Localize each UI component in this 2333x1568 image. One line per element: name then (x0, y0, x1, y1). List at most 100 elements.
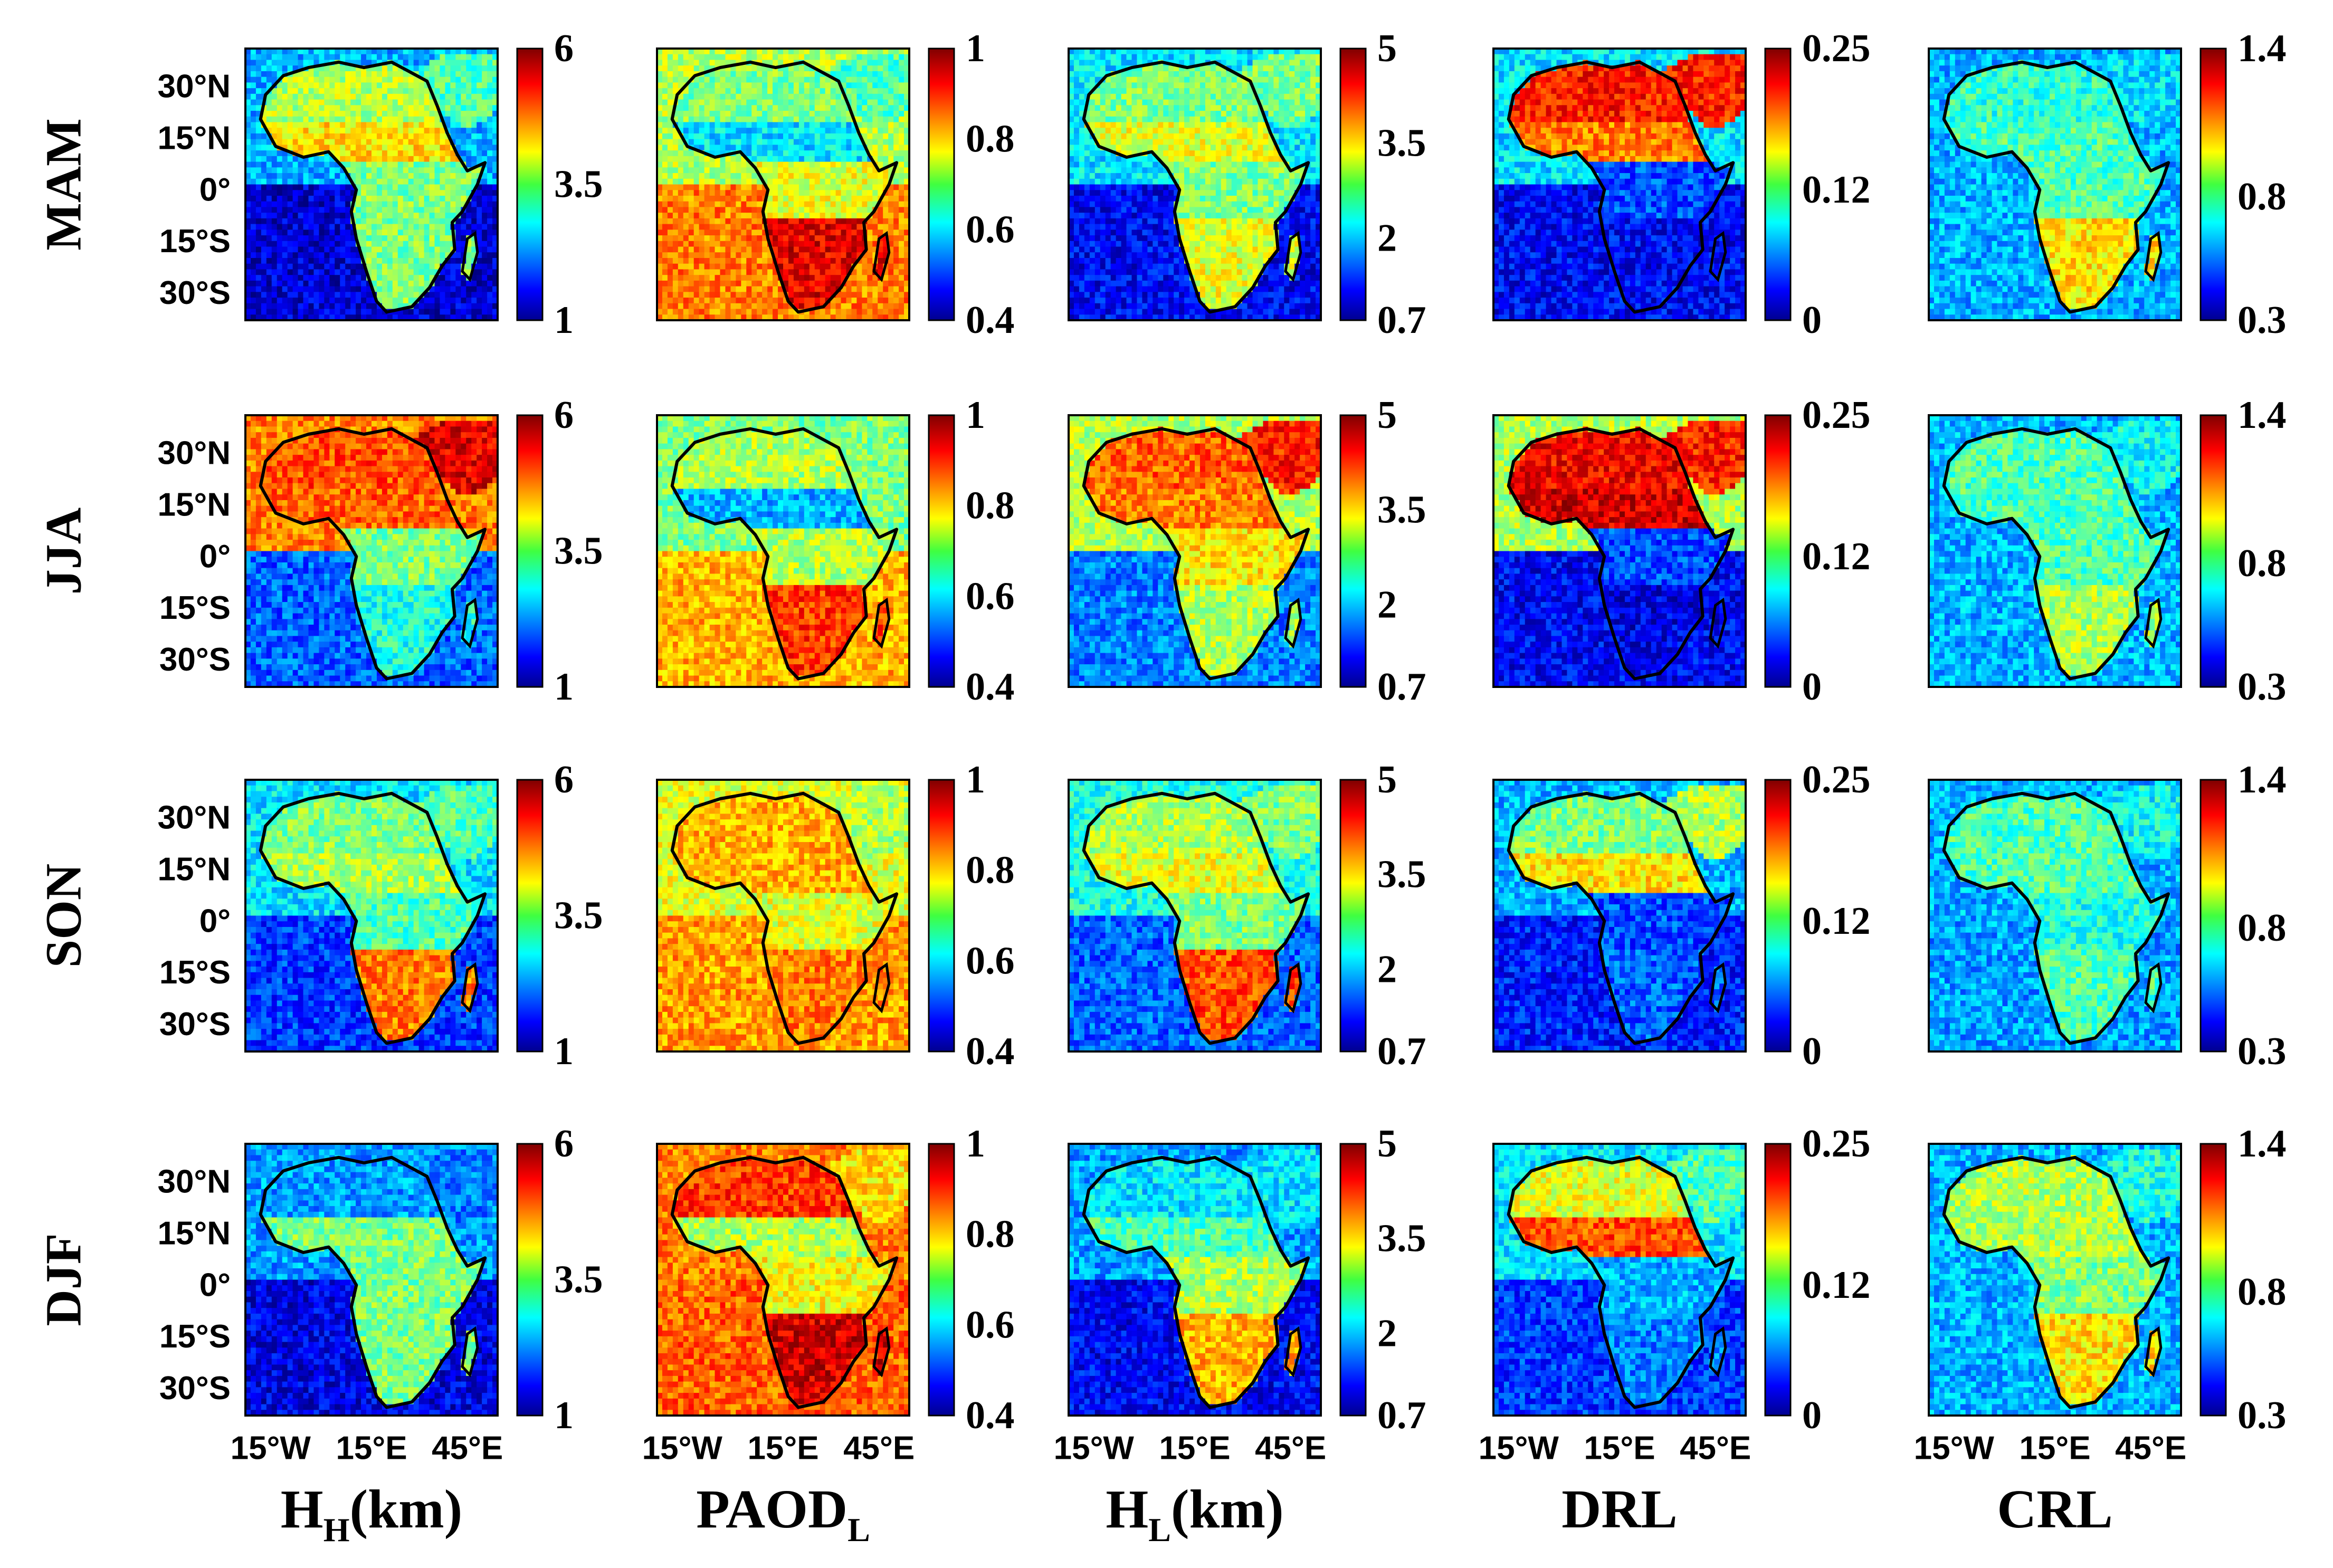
heat-cell (382, 185, 388, 190)
heat-cell (335, 264, 340, 270)
heat-cell (272, 309, 278, 315)
heat-cell (377, 281, 383, 286)
heat-cell (277, 167, 283, 173)
heat-cell (445, 247, 451, 253)
heat-cell (261, 426, 267, 432)
heat-cell (361, 167, 367, 173)
heat-cell (398, 100, 404, 106)
heat-cell (298, 247, 304, 253)
heat-cell (487, 264, 493, 270)
heat-cell (340, 292, 346, 298)
heat-cell (251, 100, 256, 106)
heat-cell (261, 438, 267, 444)
heat-cell (298, 292, 304, 298)
heat-cell (277, 173, 283, 179)
heat-cell (477, 71, 482, 77)
heat-cell (466, 111, 472, 117)
heat-cell (450, 309, 456, 315)
heat-cell (408, 122, 414, 128)
heat-cell (335, 77, 340, 83)
heat-cell (387, 264, 393, 270)
heat-cell (251, 511, 256, 517)
heat-cell (261, 625, 267, 630)
heat-cell (335, 117, 340, 122)
heat-cell (340, 281, 346, 286)
heat-cell (466, 139, 472, 145)
heat-cell (466, 207, 472, 213)
heat-cell (356, 292, 361, 298)
heat-cell (471, 173, 477, 179)
heat-cell (324, 105, 330, 111)
heat-cell (309, 128, 315, 133)
heat-cell (455, 235, 461, 241)
heat-cell (466, 185, 472, 190)
heat-cell (251, 54, 256, 60)
heat-cell (335, 71, 340, 77)
heat-cell (256, 292, 262, 298)
heat-cell (461, 185, 466, 190)
heat-cell (408, 309, 414, 315)
heat-cell (366, 235, 372, 241)
heat-cell (293, 117, 299, 122)
heat-cell (288, 258, 293, 264)
heat-cell (288, 196, 293, 202)
heat-cell (435, 281, 441, 286)
heat-cell (387, 94, 393, 100)
heat-cell (272, 241, 278, 247)
heat-cell (361, 275, 367, 281)
heat-cell (251, 438, 256, 444)
heat-cell (487, 275, 493, 281)
heat-cell (319, 77, 325, 83)
heat-cell (477, 77, 482, 83)
heat-cell (282, 179, 288, 185)
lat-tick-label: 15°N (157, 486, 231, 523)
heat-cell (350, 128, 356, 133)
heat-cell (345, 156, 351, 162)
heat-cell (377, 128, 383, 133)
heat-cell (403, 133, 409, 139)
heat-cell (424, 162, 430, 168)
heat-cell (345, 94, 351, 100)
heat-cell (356, 82, 361, 88)
heat-cell (266, 218, 272, 224)
heat-cell (430, 207, 435, 213)
heat-cell (482, 247, 488, 253)
heat-cell (319, 82, 325, 88)
heat-cell (340, 100, 346, 106)
heat-cell (277, 190, 283, 196)
heat-cell (366, 105, 372, 111)
heat-cell (282, 286, 288, 292)
heat-cell (419, 65, 425, 71)
heat-cell (251, 230, 256, 235)
heat-cell (455, 77, 461, 83)
heat-cell (288, 88, 293, 94)
heat-cell (430, 173, 435, 179)
heat-cell (319, 230, 325, 235)
heat-cell (455, 100, 461, 106)
heat-cell (350, 269, 356, 275)
heat-cell (277, 196, 283, 202)
heat-cell (450, 196, 456, 202)
heat-cell (282, 133, 288, 139)
heat-cell (361, 94, 367, 100)
heat-cell (256, 65, 262, 71)
heat-cell (298, 105, 304, 111)
heat-cell (261, 150, 267, 156)
heat-cell (340, 269, 346, 275)
heat-cell (361, 286, 367, 292)
heat-cell (309, 117, 315, 122)
heat-cell (340, 224, 346, 230)
heat-cell (461, 218, 466, 224)
heat-cell (345, 309, 351, 315)
heat-cell (466, 77, 472, 83)
heat-cell (251, 65, 256, 71)
heat-cell (261, 579, 267, 585)
heat-cell (345, 77, 351, 83)
heat-cell (309, 309, 315, 315)
heat-cell (266, 630, 272, 636)
heat-cell (466, 213, 472, 218)
heat-cell (256, 82, 262, 88)
heat-cell (335, 309, 340, 315)
heat-cell (298, 281, 304, 286)
heat-cell (440, 286, 445, 292)
